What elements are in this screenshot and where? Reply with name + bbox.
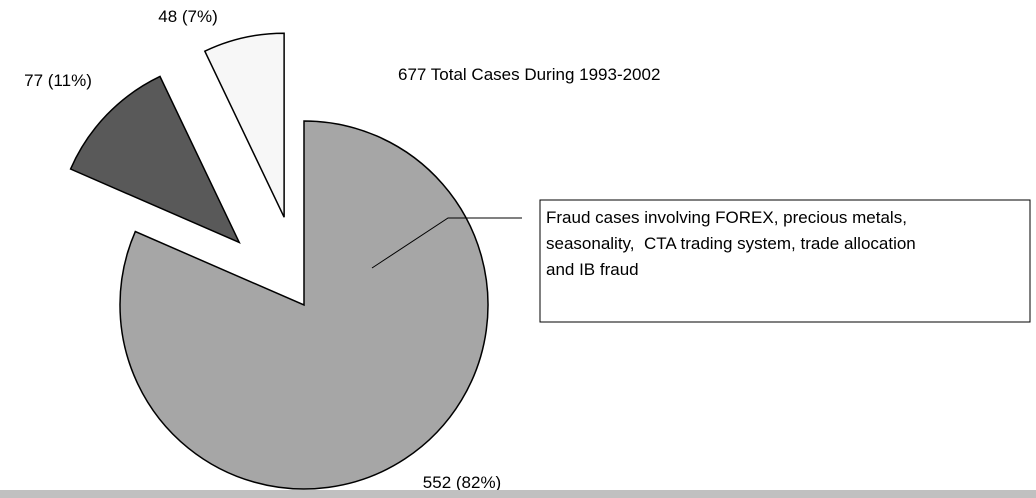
data-label: 77 (11%) <box>24 71 92 90</box>
pie-slice <box>203 32 285 218</box>
pie-slice <box>119 120 489 490</box>
annotation-text: and IB fraud <box>546 260 639 279</box>
chart-title: 677 Total Cases During 1993-2002 <box>398 65 660 84</box>
data-label: 552 (82%) <box>423 473 501 492</box>
bottom-strip <box>0 490 1036 498</box>
leader-line <box>371 217 522 269</box>
annotation-text: seasonality, CTA trading system, trade a… <box>546 234 916 253</box>
annotation-text: Fraud cases involving FOREX, precious me… <box>546 208 907 227</box>
pie-slice <box>69 75 241 244</box>
data-label: 48 (7%) <box>158 7 218 26</box>
annotation-box <box>539 199 1031 323</box>
